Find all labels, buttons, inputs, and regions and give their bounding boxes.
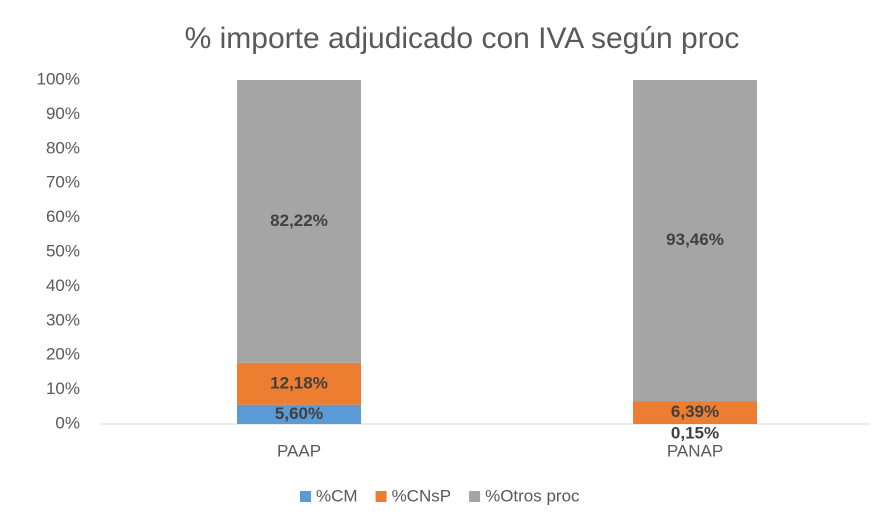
x-tick-label: PANAP xyxy=(667,441,723,460)
legend-label: %CM xyxy=(316,486,358,505)
bar-segment xyxy=(633,401,757,424)
y-tick-label: 20% xyxy=(46,345,80,364)
y-tick-label: 70% xyxy=(46,173,80,192)
y-tick-label: 60% xyxy=(46,207,80,226)
x-tick-label: PAAP xyxy=(277,441,321,460)
value-label: 5,60% xyxy=(275,404,323,423)
value-label: 82,22% xyxy=(270,211,328,230)
y-tick-label: 40% xyxy=(46,276,80,295)
bar-segment xyxy=(633,423,757,424)
y-tick-label: 100% xyxy=(37,69,80,88)
chart-title: % importe adjudicado con IVA según proc xyxy=(185,22,740,55)
bar-segment xyxy=(633,80,757,402)
value-label: 93,46% xyxy=(666,230,724,249)
legend-swatch xyxy=(375,491,387,502)
y-tick-label: 90% xyxy=(46,104,80,123)
bar-segment xyxy=(237,80,361,363)
value-label: 6,39% xyxy=(671,402,719,421)
value-label: 0,15% xyxy=(671,423,719,442)
bar-segment xyxy=(237,362,361,405)
y-tick-label: 30% xyxy=(46,310,80,329)
legend-swatch xyxy=(300,491,311,502)
legend-label: %CNsP xyxy=(392,486,452,505)
y-tick-label: 50% xyxy=(46,241,80,260)
y-tick-label: 0% xyxy=(55,413,80,432)
y-tick-label: 10% xyxy=(46,379,80,398)
value-label: 12,18% xyxy=(270,373,328,392)
y-tick-label: 80% xyxy=(46,138,80,157)
bar-segment xyxy=(237,404,361,424)
legend-label: %Otros proc xyxy=(485,486,580,505)
legend-swatch xyxy=(469,491,481,502)
